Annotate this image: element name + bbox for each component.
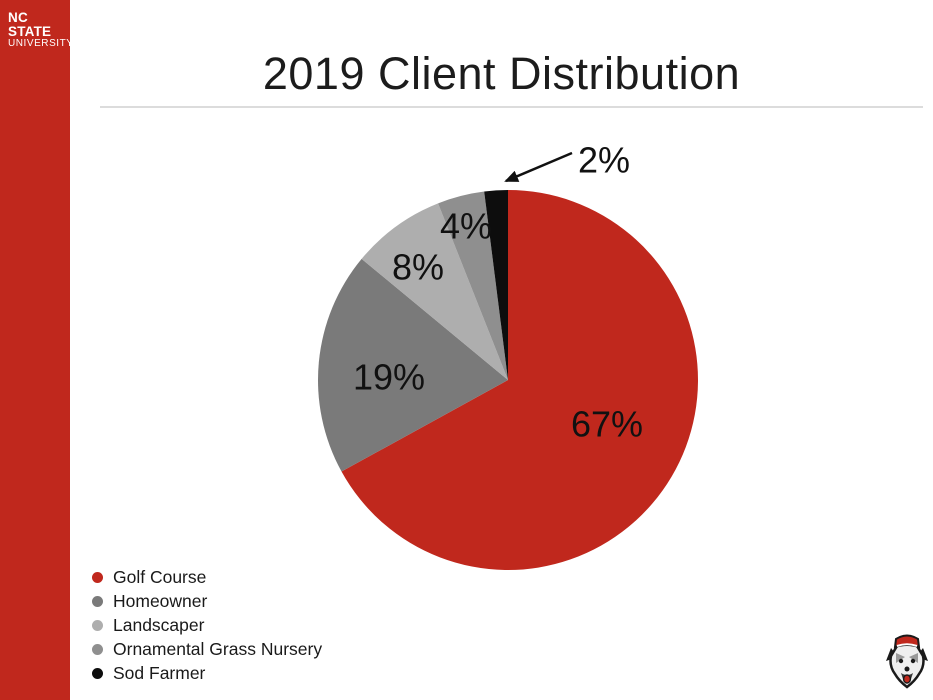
pie-slice-golf-course <box>341 190 699 570</box>
pie-label-homeowner: 19% <box>353 357 425 398</box>
page-title: 2019 Client Distribution <box>262 48 741 99</box>
legend-dot-icon <box>92 596 103 608</box>
legend-dot-icon <box>92 572 103 584</box>
legend-item-homeowner: Homeowner <box>92 590 322 614</box>
pie-slice-homeowner <box>318 258 508 472</box>
pie-label-ornamental-grass-nursery: 4% <box>440 206 492 247</box>
title-divider <box>100 106 923 108</box>
pie-label-landscaper: 8% <box>392 247 444 288</box>
pie-slice-ornamental-grass-nursery <box>438 191 508 380</box>
legend-dot-icon <box>92 667 103 679</box>
pie-label-golf-course: 67% <box>571 404 643 445</box>
chart-legend: Golf Course Homeowner Landscaper Ornamental… <box>92 566 322 685</box>
legend-label: Golf Course <box>113 567 207 588</box>
logo-line-2: UNIVERSITY <box>8 38 74 50</box>
legend-label: Homeowner <box>113 591 208 612</box>
legend-item-ornamental-grass-nursery: Ornamental Grass Nursery <box>92 637 322 661</box>
logo-line-1: NC STATE <box>8 10 52 40</box>
legend-label: Sod Farmer <box>113 662 206 683</box>
legend-item-sod-farmer: Sod Farmer <box>92 661 322 685</box>
brand-sidebar: NC STATE UNIVERSITY <box>0 0 73 700</box>
pie-slice-landscaper <box>361 203 508 380</box>
pie-slice-sod-farmer <box>484 190 508 380</box>
legend-label: Landscaper <box>113 614 205 635</box>
callout-arrow <box>504 151 573 183</box>
pie-label-sod-farmer: 2% <box>578 140 630 181</box>
legend-item-landscaper: Landscaper <box>92 614 322 638</box>
wolfpack-mascot-icon <box>886 634 928 689</box>
legend-item-golf-course: Golf Course <box>92 566 322 590</box>
legend-label: Ornamental Grass Nursery <box>113 638 323 659</box>
legend-dot-icon <box>92 643 103 655</box>
legend-dot-icon <box>92 619 103 631</box>
nc-state-logo: NC STATE UNIVERSITY <box>8 10 74 50</box>
